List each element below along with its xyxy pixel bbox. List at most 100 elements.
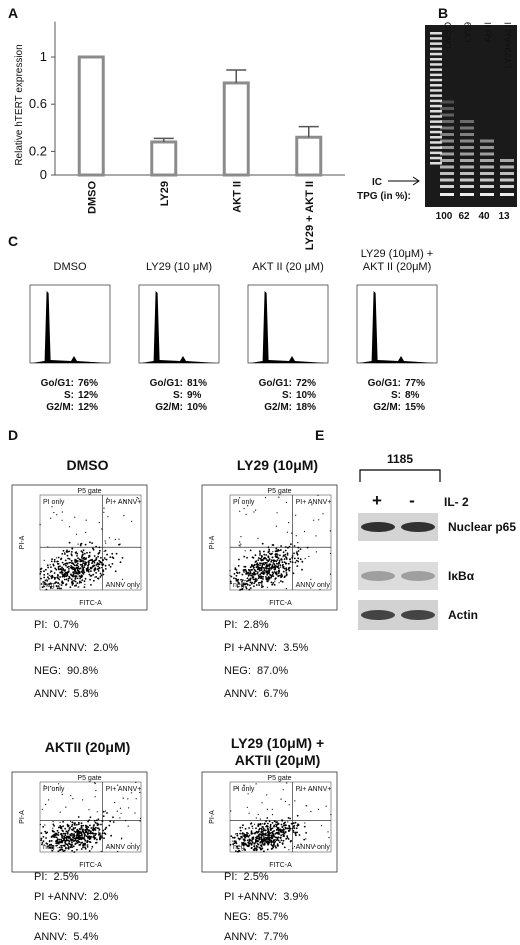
scatter-dot bbox=[42, 581, 45, 583]
scatter-dot bbox=[261, 828, 263, 831]
scatter-dot bbox=[87, 564, 89, 567]
scatter-dot bbox=[88, 568, 90, 571]
gel-band bbox=[460, 159, 474, 162]
scatter-dot bbox=[288, 522, 290, 524]
scatter-dot bbox=[257, 825, 259, 827]
scatter-dot bbox=[90, 584, 92, 586]
scatter-dot bbox=[262, 832, 264, 835]
scatter-dot bbox=[102, 563, 105, 566]
scatter-dot bbox=[249, 549, 252, 552]
scatter-dot bbox=[97, 570, 100, 572]
scatter-dot bbox=[63, 844, 66, 847]
scatter-dot bbox=[233, 577, 235, 579]
scatter-dot bbox=[256, 579, 258, 581]
flow-x-label: FITC-A bbox=[79, 600, 102, 607]
scatter-dot bbox=[46, 831, 49, 834]
scatter-dot bbox=[319, 588, 321, 591]
cc-stat-value: 12% bbox=[78, 402, 98, 413]
scatter-dot bbox=[66, 832, 69, 835]
scatter-dot bbox=[114, 570, 117, 573]
scatter-dot bbox=[78, 837, 81, 840]
band-label: Actin bbox=[448, 608, 478, 622]
scatter-dot bbox=[317, 808, 320, 810]
scatter-dot bbox=[243, 784, 245, 786]
scatter-dot bbox=[249, 569, 252, 571]
scatter-dot bbox=[81, 579, 84, 581]
scatter-dot bbox=[62, 820, 64, 823]
scatter-dot bbox=[278, 496, 280, 498]
scatter-dot bbox=[251, 842, 254, 844]
ladder-band bbox=[430, 42, 442, 45]
scatter-dot bbox=[306, 546, 309, 549]
scatter-dot bbox=[78, 575, 81, 577]
scatter-dot bbox=[67, 571, 70, 574]
scatter-dot bbox=[65, 843, 67, 845]
scatter-dot bbox=[270, 837, 273, 840]
scatter-dot bbox=[237, 565, 240, 567]
scatter-dot bbox=[275, 547, 278, 550]
cc-stat-label: G2/M: bbox=[373, 402, 401, 413]
scatter-dot bbox=[63, 835, 65, 838]
scatter-dot bbox=[55, 844, 58, 847]
flow-stat: PI +ANNV: 2.0% bbox=[34, 642, 118, 654]
scatter-dot bbox=[287, 562, 290, 565]
scatter-dot bbox=[257, 557, 260, 559]
scatter-dot bbox=[71, 823, 74, 826]
scatter-dot bbox=[79, 832, 82, 834]
scatter-dot bbox=[95, 789, 97, 792]
scatter-dot bbox=[47, 566, 49, 569]
scatter-dot bbox=[66, 574, 69, 577]
scatter-dot bbox=[83, 552, 86, 555]
scatter-dot bbox=[239, 541, 241, 543]
scatter-dot bbox=[246, 580, 248, 583]
scatter-dot bbox=[61, 573, 64, 575]
scatter-dot bbox=[274, 577, 277, 580]
scatter-dot bbox=[90, 570, 92, 572]
scatter-dot bbox=[93, 555, 96, 557]
scatter-dot bbox=[70, 840, 73, 842]
cc-stat-value: 10% bbox=[296, 390, 316, 401]
flow-gate bbox=[229, 781, 332, 853]
scatter-dot bbox=[92, 832, 95, 835]
scatter-dot bbox=[110, 834, 112, 837]
scatter-dot bbox=[245, 843, 248, 846]
scatter-dot bbox=[295, 514, 297, 516]
scatter-dot bbox=[256, 835, 259, 838]
scatter-dot bbox=[315, 551, 317, 553]
gel-band bbox=[440, 165, 454, 169]
scatter-dot bbox=[83, 833, 86, 836]
scatter-dot bbox=[279, 841, 281, 844]
scatter-dot bbox=[260, 837, 262, 839]
scatter-dot bbox=[77, 565, 79, 567]
scatter-dot bbox=[275, 831, 278, 834]
scatter-dot bbox=[51, 506, 53, 508]
cc-stat-label: Go/G1: bbox=[259, 378, 292, 389]
scatter-dot bbox=[64, 841, 66, 844]
scatter-dot bbox=[272, 834, 275, 837]
scatter-dot bbox=[234, 577, 237, 580]
scatter-dot bbox=[283, 561, 286, 564]
scatter-dot bbox=[66, 573, 69, 575]
flow-stat: PI: 0.7% bbox=[34, 619, 79, 631]
scatter-dot bbox=[250, 847, 253, 850]
scatter-dot bbox=[241, 573, 244, 576]
scatter-dot bbox=[282, 566, 285, 568]
scatter-dot bbox=[76, 562, 79, 565]
scatter-dot bbox=[260, 584, 263, 586]
scatter-dot bbox=[60, 844, 63, 847]
scatter-dot bbox=[284, 800, 286, 803]
scatter-dot bbox=[51, 845, 54, 847]
scatter-dot bbox=[272, 830, 274, 833]
x-tick-label: AKT II bbox=[231, 181, 243, 213]
scatter-dot bbox=[85, 835, 88, 838]
scatter-dot bbox=[103, 832, 106, 835]
scatter-dot bbox=[248, 812, 250, 814]
scatter-dot bbox=[83, 580, 86, 583]
scatter-dot bbox=[285, 567, 288, 569]
scatter-dot bbox=[267, 830, 270, 833]
scatter-dot bbox=[100, 850, 102, 852]
scatter-dot bbox=[263, 556, 266, 559]
scatter-dot bbox=[66, 843, 69, 846]
scatter-dot bbox=[84, 543, 87, 546]
scatter-dot bbox=[59, 826, 62, 829]
